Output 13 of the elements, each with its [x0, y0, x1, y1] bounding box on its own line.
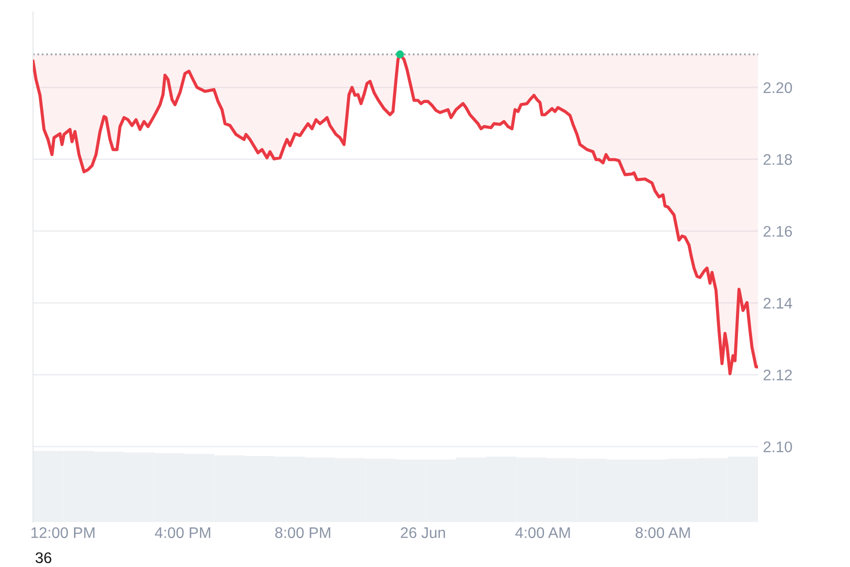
text: 36 [36, 552, 52, 564]
x-tick-label: 4:00 PM [154, 527, 210, 538]
x-tick-label: 8:00 AM [636, 527, 690, 538]
x-tick-label: 8:00 PM [275, 527, 330, 538]
y-tick-label: 2.20 [764, 82, 792, 94]
y-tick-label: 2.12 [764, 370, 792, 380]
x-tick-label: 4:00 AM [515, 527, 570, 538]
x-tick-label: 12:00 PM [31, 527, 94, 538]
x-tick-label: 26 Jun [400, 527, 445, 538]
y-tick-label: 2.18 [764, 154, 792, 165]
y-tick-label: 2.14 [764, 298, 792, 308]
y-tick-label: 2.10 [764, 441, 792, 452]
y-tick-label: 2.16 [764, 226, 792, 237]
